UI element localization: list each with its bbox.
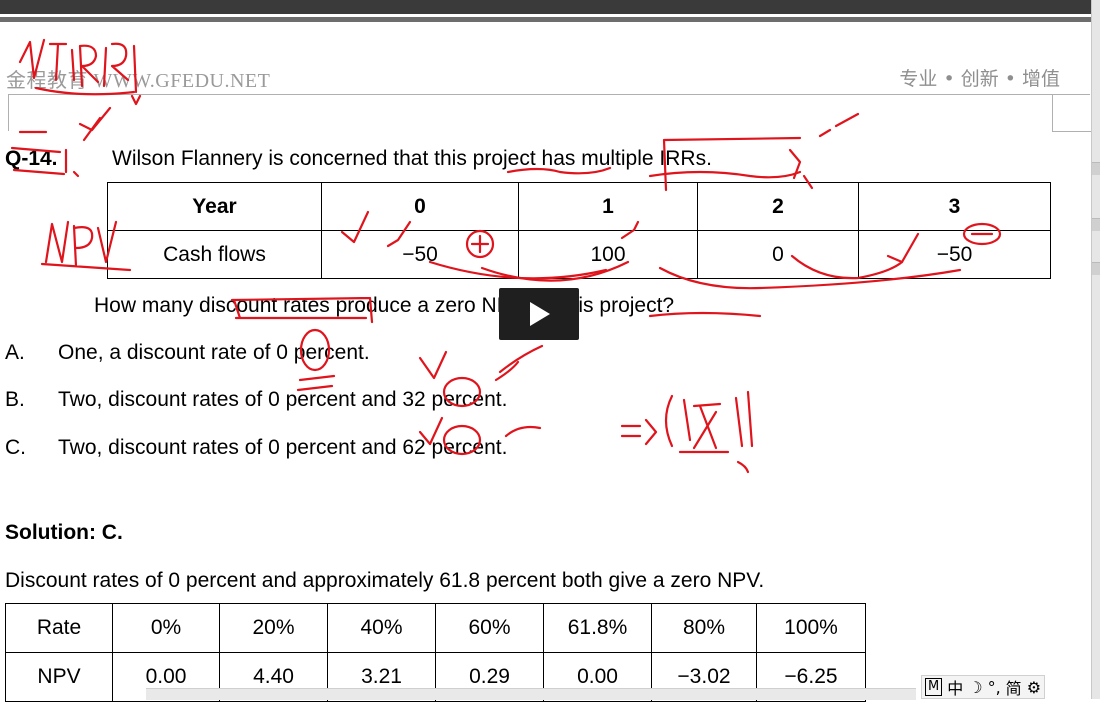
- question-number: Q-14.: [5, 147, 58, 170]
- table-row: Year 0 1 2 3: [107, 182, 1051, 231]
- table-cell: NPV: [5, 652, 113, 702]
- ime-simplified[interactable]: 简: [1005, 679, 1022, 698]
- table-cell: Year: [107, 182, 322, 231]
- question-text: Wilson Flannery is concerned that this p…: [112, 147, 712, 170]
- table-cell: −50: [858, 230, 1051, 279]
- solution-explanation: Discount rates of 0 percent and approxim…: [5, 569, 765, 592]
- scroll-marker: [1092, 262, 1100, 275]
- table-cell: Rate: [5, 603, 113, 653]
- table-cell: 0%: [112, 603, 220, 653]
- option-letter: A.: [5, 341, 25, 364]
- document-page: [0, 22, 1092, 699]
- table-cell: 0: [697, 230, 859, 279]
- header-brand: 金程教育 WWW.GFEDU.NET: [6, 70, 271, 92]
- table-cell: 80%: [651, 603, 757, 653]
- ime-mode-indicator[interactable]: M: [925, 678, 943, 696]
- option-letter: B.: [5, 388, 25, 411]
- header-rule: [8, 94, 1090, 95]
- vertical-scrollbar[interactable]: [1091, 0, 1100, 699]
- option-text: Two, discount rates of 0 percent and 62 …: [58, 436, 508, 459]
- option-text: One, a discount rate of 0 percent.: [58, 341, 370, 364]
- table-cell: 3: [858, 182, 1051, 231]
- table-row: Cash flows −50 100 0 −50: [107, 230, 1051, 279]
- table-cell: 1: [518, 182, 698, 231]
- gear-icon[interactable]: ⚙: [1026, 677, 1042, 697]
- play-button[interactable]: [499, 288, 579, 340]
- window-top-bar: [0, 0, 1092, 17]
- margin-corner-right: [1052, 95, 1053, 131]
- table-cell: 2: [697, 182, 859, 231]
- play-icon: [530, 302, 550, 326]
- option-text: Two, discount rates of 0 percent and 32 …: [58, 388, 508, 411]
- table-cell: 40%: [327, 603, 436, 653]
- table-cell: −50: [321, 230, 519, 279]
- table-cell: 100%: [756, 603, 866, 653]
- ime-toolbar[interactable]: M 中 ☽ °, 简 ⚙: [921, 675, 1046, 699]
- solution-heading: Solution: C.: [5, 521, 123, 544]
- margin-corner-left: [8, 95, 9, 131]
- header-slogan: 专业 • 创新 • 增值: [899, 68, 1060, 90]
- table-cell: 0: [321, 182, 519, 231]
- window-top-bar-shadow: [0, 17, 1092, 22]
- ime-punctuation[interactable]: °,: [987, 677, 1001, 697]
- table-cell: 20%: [219, 603, 328, 653]
- question-prompt: How many discount rates produce a zero N…: [94, 294, 675, 317]
- table-cell: 61.8%: [543, 603, 652, 653]
- table-row: Rate 0% 20% 40% 60% 61.8% 80% 100%: [5, 603, 866, 653]
- scroll-marker: [1092, 162, 1100, 175]
- scroll-marker: [1092, 218, 1100, 231]
- margin-corner-right-foot: [1052, 131, 1092, 132]
- ime-language[interactable]: 中: [947, 679, 964, 698]
- table-cell: 60%: [435, 603, 544, 653]
- moon-icon[interactable]: ☽: [968, 677, 983, 697]
- table-cell: Cash flows: [107, 230, 322, 279]
- table-cell: 100: [518, 230, 698, 279]
- horizontal-scrollbar[interactable]: [146, 688, 916, 700]
- cashflow-table: Year 0 1 2 3 Cash flows −50 100 0 −50: [107, 182, 1051, 279]
- option-letter: C.: [5, 436, 26, 459]
